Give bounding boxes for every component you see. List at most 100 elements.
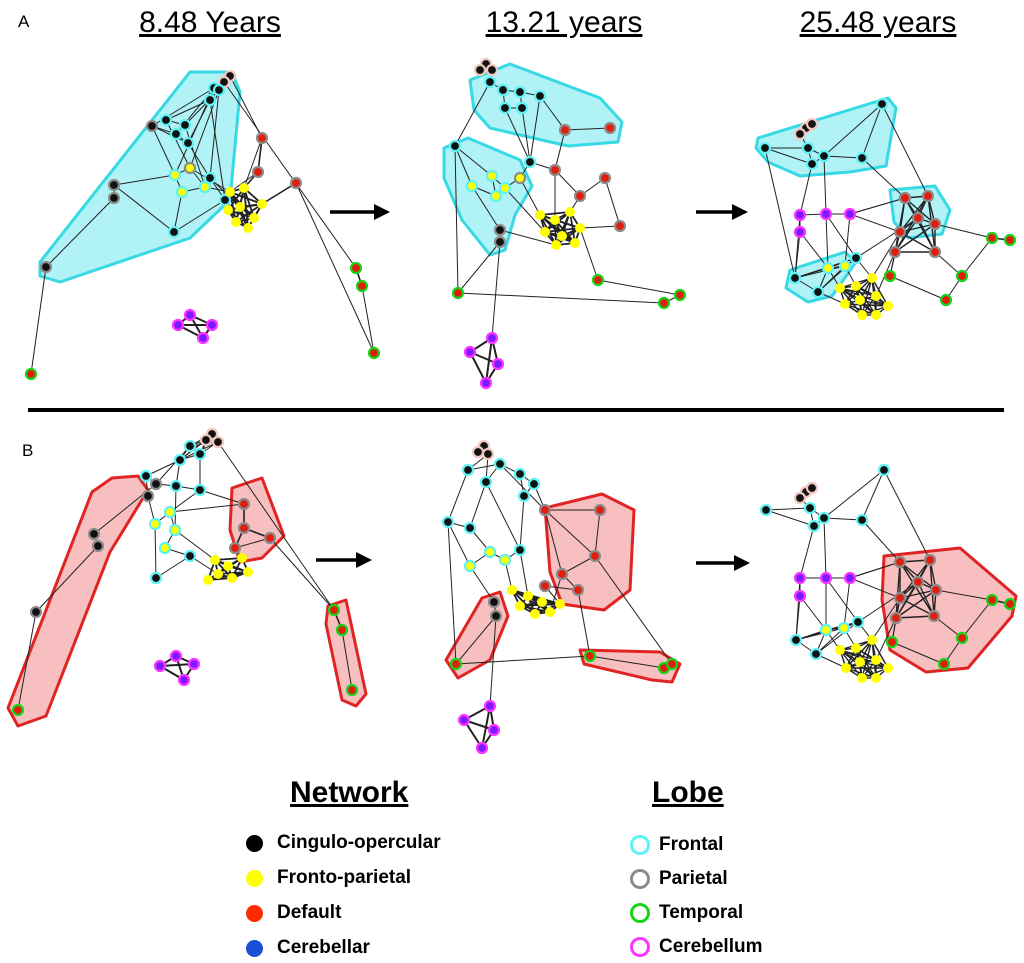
network-edge [871, 597, 901, 641]
network-node [893, 591, 907, 605]
network-edge [447, 469, 469, 523]
network-node [571, 583, 585, 597]
network-node [228, 541, 242, 555]
network-edge [849, 561, 901, 579]
network-node [515, 601, 525, 611]
network-node [249, 213, 259, 223]
lobe-legend-label: Frontal [659, 834, 724, 855]
network-edge [243, 187, 255, 219]
network-edge [881, 103, 929, 197]
network-node [821, 261, 835, 275]
network-edge [539, 95, 566, 131]
arrow-head [734, 555, 750, 571]
network-node [487, 723, 501, 737]
network-edge [795, 577, 801, 641]
network-node [843, 207, 857, 221]
network-node [535, 210, 545, 220]
network-node [24, 367, 38, 381]
network-swatch-fronto-parietal [246, 869, 263, 887]
network-edge [961, 599, 993, 639]
network-edge [489, 615, 497, 707]
network-edge [577, 589, 591, 657]
network-edge [341, 629, 353, 691]
network-node [937, 657, 951, 671]
network-edge [555, 211, 571, 246]
network-edge [861, 103, 883, 159]
network-edge [895, 615, 935, 619]
network-node [985, 593, 999, 607]
network-edge [174, 529, 216, 561]
network-edge [361, 285, 375, 354]
age-title-3: 25.48 years [799, 6, 957, 39]
panel-label-a: A [18, 12, 30, 31]
network-edge [544, 227, 581, 233]
network-edge [604, 177, 621, 227]
network-edge [917, 217, 936, 253]
network-edge [469, 565, 495, 603]
network-node [555, 567, 569, 581]
network-edge [904, 197, 936, 225]
network-node [673, 288, 687, 302]
network-node [289, 176, 303, 190]
network-node [893, 225, 907, 239]
network-node [851, 281, 861, 291]
network-edge [169, 503, 245, 513]
network-edge [825, 577, 859, 623]
network-node [183, 549, 197, 563]
network-edge [174, 485, 177, 531]
network-node [487, 595, 501, 609]
network-node [345, 683, 359, 697]
network-node [793, 127, 807, 141]
network-node [851, 615, 865, 629]
network-node [473, 63, 487, 77]
lobe-legend-item-parietal: Parietal [630, 868, 728, 890]
network-legend-label: Cerebellar [277, 937, 370, 958]
network-edge [871, 639, 889, 669]
network-node [1003, 597, 1017, 611]
network-edge [154, 523, 157, 579]
network-node [883, 663, 893, 673]
network-node [811, 285, 825, 299]
network-node [613, 219, 627, 233]
network-edge [529, 95, 541, 163]
network-node [203, 171, 217, 185]
network-swatch-default [246, 904, 263, 922]
network-node [225, 187, 235, 197]
network-node [210, 555, 220, 565]
network-edge [184, 124, 206, 188]
network-node [198, 180, 212, 194]
network-edge [765, 509, 815, 527]
network-edge [815, 621, 859, 655]
network-edge [849, 197, 906, 215]
network-node [841, 663, 851, 673]
network-node [235, 202, 245, 212]
network-edge [485, 337, 493, 384]
network-node [153, 659, 167, 673]
network-edge [597, 279, 681, 296]
network-node [211, 435, 225, 449]
network-node [871, 655, 881, 665]
network-node [538, 579, 552, 593]
network-swatch-cingulo-opercular [246, 834, 263, 852]
network-node [955, 631, 969, 645]
network-node [540, 227, 550, 237]
network-node [928, 217, 942, 231]
network-node [849, 251, 863, 265]
network-node [461, 463, 475, 477]
network-edge [871, 231, 901, 279]
lobe-legend-label: Parietal [659, 868, 728, 889]
network-edge [481, 705, 491, 749]
network-node [793, 589, 807, 603]
arrow-head [374, 204, 390, 220]
network-edge [454, 145, 459, 294]
network-node [205, 318, 219, 332]
network-edge [799, 231, 829, 269]
network-edge [145, 459, 181, 477]
network-edge [457, 241, 501, 294]
network-node [537, 597, 547, 607]
network-node [793, 208, 807, 222]
network-node [481, 447, 495, 461]
network-node [888, 245, 902, 259]
network-edge [295, 182, 375, 354]
network-node [819, 207, 833, 221]
